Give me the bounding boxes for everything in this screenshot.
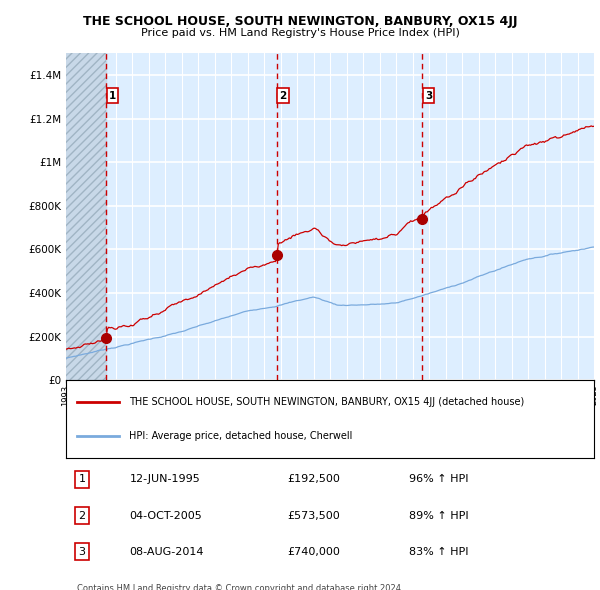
Text: 2: 2 (279, 91, 286, 101)
Text: £740,000: £740,000 (288, 547, 341, 557)
Text: Contains HM Land Registry data © Crown copyright and database right 2024.: Contains HM Land Registry data © Crown c… (77, 584, 403, 590)
Text: £192,500: £192,500 (288, 474, 341, 484)
Text: 96% ↑ HPI: 96% ↑ HPI (409, 474, 469, 484)
Bar (66, 53, 106, 380)
Text: 1: 1 (109, 91, 116, 101)
Text: 12-JUN-1995: 12-JUN-1995 (130, 474, 200, 484)
Text: HPI: Average price, detached house, Cherwell: HPI: Average price, detached house, Cher… (130, 431, 353, 441)
Text: 04-OCT-2005: 04-OCT-2005 (130, 510, 202, 520)
Text: Price paid vs. HM Land Registry's House Price Index (HPI): Price paid vs. HM Land Registry's House … (140, 28, 460, 38)
Text: THE SCHOOL HOUSE, SOUTH NEWINGTON, BANBURY, OX15 4JJ: THE SCHOOL HOUSE, SOUTH NEWINGTON, BANBU… (83, 15, 517, 28)
Text: 1: 1 (79, 474, 85, 484)
Text: 83% ↑ HPI: 83% ↑ HPI (409, 547, 469, 557)
Text: 89% ↑ HPI: 89% ↑ HPI (409, 510, 469, 520)
Text: 08-AUG-2014: 08-AUG-2014 (130, 547, 204, 557)
Bar (66, 53, 106, 380)
Text: 2: 2 (78, 510, 85, 520)
Text: £573,500: £573,500 (288, 510, 341, 520)
Text: 3: 3 (425, 91, 432, 101)
Text: THE SCHOOL HOUSE, SOUTH NEWINGTON, BANBURY, OX15 4JJ (detached house): THE SCHOOL HOUSE, SOUTH NEWINGTON, BANBU… (130, 397, 524, 407)
Text: 3: 3 (79, 547, 85, 557)
